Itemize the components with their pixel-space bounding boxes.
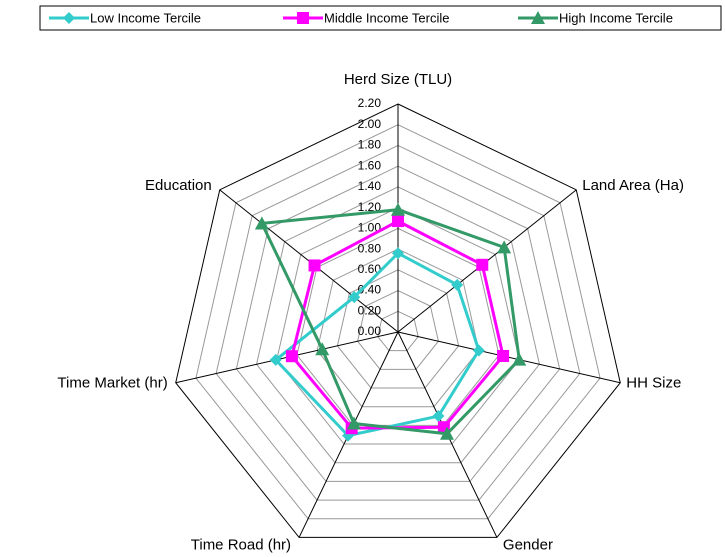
grid-ring [316,248,480,408]
marker [531,11,545,24]
marker [285,350,298,363]
tick-label: 1.00 [358,221,382,235]
marker [391,202,405,216]
marker [346,416,361,430]
tick-label: 0.00 [358,324,382,338]
grid-ring [215,144,581,501]
tick-label: 1.80 [358,138,382,152]
legend-label: Low Income Tercile [90,10,201,25]
marker [348,291,361,304]
marker [451,278,464,291]
tick-label: 2.00 [358,117,382,131]
marker [497,240,512,254]
legend-label: High Income Tercile [559,10,673,25]
marker [432,410,445,423]
marker [476,258,489,271]
category-label: Time Road (hr) [191,536,291,553]
marker [254,216,269,230]
marker [392,247,404,260]
marker [297,12,309,24]
grid-ring [357,289,439,370]
category-label: Gender [503,536,553,553]
tick-label: 0.20 [358,303,382,317]
category-label: Education [145,177,212,194]
legend-box [39,5,722,31]
grid-ring [276,207,520,445]
axis-spoke [397,331,621,384]
legend-label: Middle Income Tercile [324,10,449,25]
marker [63,12,75,24]
tick-label: 1.60 [358,158,382,172]
grid-ring [195,124,601,520]
tick-label: 1.20 [358,200,382,214]
marker [440,426,455,440]
grid-ring [377,310,419,352]
tick-label: 2.20 [358,96,382,110]
marker [315,342,330,356]
series-line [259,208,521,436]
tick-label: 0.60 [358,262,382,276]
marker [472,344,485,357]
tick-label: 0.80 [358,241,382,255]
marker [512,352,527,366]
series-line [273,251,481,438]
marker [269,353,282,366]
category-label: Land Area (Ha) [582,177,684,194]
grid-ring [235,165,561,482]
category-label: Time Market (hr) [57,375,167,392]
tick-label: 1.40 [358,179,382,193]
category-label: HH Size [626,375,681,392]
grid-ring [175,103,621,538]
marker [392,215,404,228]
category-label: Herd Size (TLU) [344,71,452,88]
marker [308,259,321,272]
marker [497,349,510,362]
